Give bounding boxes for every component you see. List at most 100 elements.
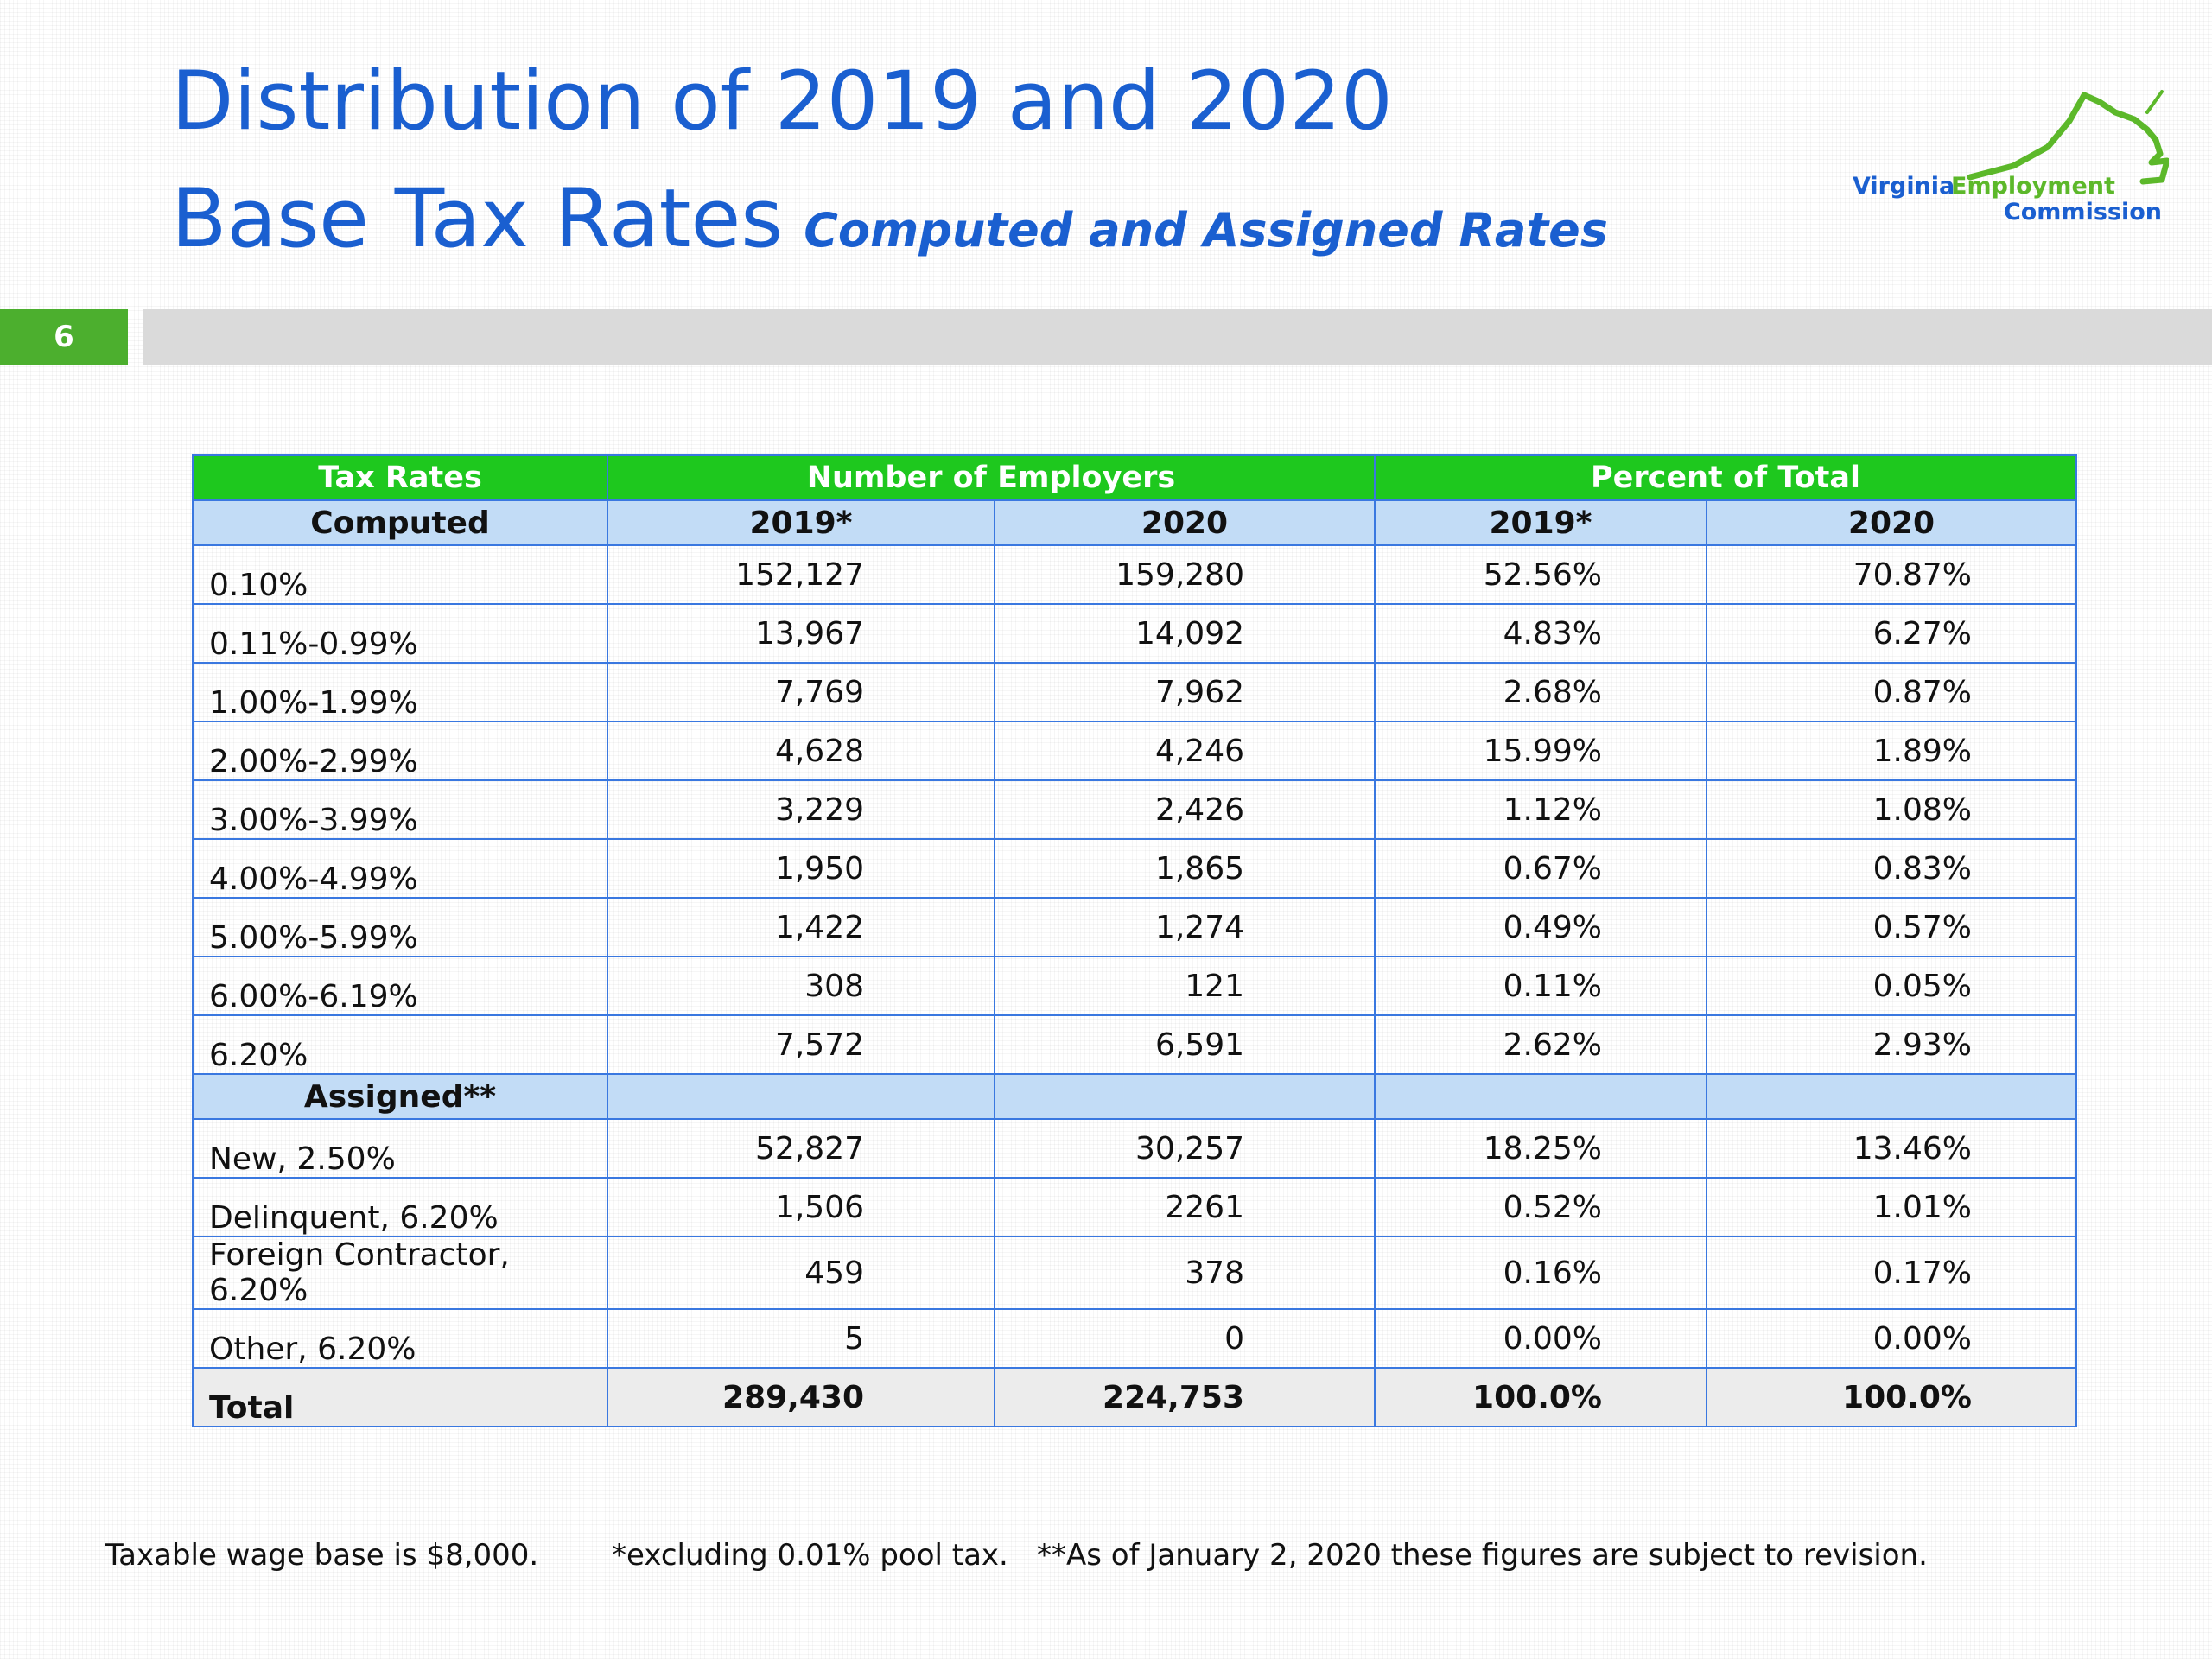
rate-label: 1.00%-1.99% <box>192 662 608 722</box>
title-line-2: Base Tax Rates <box>171 172 784 266</box>
header-number-of-employers: Number of Employers <box>607 454 1376 501</box>
percent-2019: 0.16% <box>1374 1236 1707 1310</box>
rate-label: New, 2.50% <box>192 1118 608 1179</box>
employers-2019: 13,967 <box>607 603 995 664</box>
subheader-employers-2019: 2019* <box>607 499 995 546</box>
employers-2019: 7,769 <box>607 662 995 722</box>
table-row: 3.00%-3.99% 3,229 2,426 1.12% 1.08% <box>192 779 2078 840</box>
subheader-percent-2019: 2019* <box>1374 499 1707 546</box>
employers-2020: 30,257 <box>994 1118 1376 1179</box>
subheader-computed: Computed <box>192 499 608 546</box>
percent-2020: 0.17% <box>1705 1236 2078 1310</box>
total-percent-2019: 100.0% <box>1374 1367 1707 1427</box>
percent-2020: 0.00% <box>1705 1308 2078 1369</box>
percent-2020: 0.57% <box>1705 897 2078 957</box>
employers-2019: 4,628 <box>607 721 995 781</box>
title-line-1: Distribution of 2019 and 2020 <box>171 54 1393 149</box>
logo-word-commission: Commission <box>2004 199 2162 226</box>
percent-2019: 18.25% <box>1374 1118 1707 1179</box>
employers-2019: 459 <box>607 1236 995 1310</box>
percent-2020: 1.89% <box>1705 721 2078 781</box>
employers-2020: 1,865 <box>994 838 1376 899</box>
footnote-as-of-date: **As of January 2, 2020 these figures ar… <box>1037 1538 1928 1573</box>
logo-word-employment: Employment <box>1951 173 2115 200</box>
employers-2019: 3,229 <box>607 779 995 840</box>
percent-2020: 2.93% <box>1705 1014 2078 1075</box>
table-row: Foreign Contractor, 6.20% 459 378 0.16% 0.17… <box>192 1236 2078 1310</box>
employers-2019: 7,572 <box>607 1014 995 1075</box>
percent-2020: 1.08% <box>1705 779 2078 840</box>
header-percent-of-total: Percent of Total <box>1373 454 2078 501</box>
employers-2019: 1,506 <box>607 1177 995 1237</box>
percent-2019: 1.12% <box>1374 779 1707 840</box>
rate-label: 3.00%-3.99% <box>192 779 608 840</box>
logo-word-virginia: Virginia <box>1853 173 1955 200</box>
employers-2020: 6,591 <box>994 1014 1376 1075</box>
header-tax-rates: Tax Rates <box>192 454 608 501</box>
employers-2020: 7,962 <box>994 662 1376 722</box>
computed-rows: 0.10% 152,127 159,280 52.56% 70.87% 0.11%-0.9… <box>192 544 2078 1075</box>
percent-2020: 70.87% <box>1705 544 2078 605</box>
table-row: Delinquent, 6.20% 1,506 2261 0.52% 1.01% <box>192 1177 2078 1237</box>
slide-title: Distribution of 2019 and 2020 Base Tax R… <box>171 43 1608 289</box>
percent-2019: 15.99% <box>1374 721 1707 781</box>
percent-2020: 13.46% <box>1705 1118 2078 1179</box>
rate-label: 5.00%-5.99% <box>192 897 608 957</box>
total-label: Total <box>192 1367 608 1427</box>
percent-2020: 0.83% <box>1705 838 2078 899</box>
percent-2019: 0.00% <box>1374 1308 1707 1369</box>
slide-number: 6 <box>0 309 128 365</box>
employers-2019: 1,950 <box>607 838 995 899</box>
table-row: 0.11%-0.99% 13,967 14,092 4.83% 6.27% <box>192 603 2078 664</box>
employers-2019: 1,422 <box>607 897 995 957</box>
virginia-state-outline-icon <box>1967 92 2169 185</box>
percent-2019: 0.49% <box>1374 897 1707 957</box>
employers-2020: 1,274 <box>994 897 1376 957</box>
subheader-percent-2020: 2020 <box>1705 499 2078 546</box>
percent-2019: 0.11% <box>1374 956 1707 1016</box>
total-row: Total 289,430 224,753 100.0% 100.0% <box>192 1367 2078 1427</box>
total-employers-2019: 289,430 <box>607 1367 995 1427</box>
table-row: New, 2.50% 52,827 30,257 18.25% 13.46% <box>192 1118 2078 1179</box>
tax-rate-table: Tax Rates Number of Employers Percent of… <box>192 454 2078 1427</box>
rate-label: 2.00%-2.99% <box>192 721 608 781</box>
employers-2020: 121 <box>994 956 1376 1016</box>
employers-2020: 378 <box>994 1236 1376 1310</box>
employers-2019: 52,827 <box>607 1118 995 1179</box>
rate-label: 4.00%-4.99% <box>192 838 608 899</box>
employers-2020: 0 <box>994 1308 1376 1369</box>
employers-2020: 2,426 <box>994 779 1376 840</box>
assigned-section-row: Assigned** <box>192 1073 2078 1120</box>
rate-label: Delinquent, 6.20% <box>192 1177 608 1237</box>
percent-2020: 6.27% <box>1705 603 2078 664</box>
table-subheader-row: Computed 2019* 2020 2019* 2020 <box>192 499 2078 546</box>
percent-2020: 1.01% <box>1705 1177 2078 1237</box>
percent-2019: 4.83% <box>1374 603 1707 664</box>
employers-2019: 308 <box>607 956 995 1016</box>
footnote-wage-base: Taxable wage base is $8,000. <box>105 1538 539 1573</box>
rate-label: Other, 6.20% <box>192 1308 608 1369</box>
table-row: 4.00%-4.99% 1,950 1,865 0.67% 0.83% <box>192 838 2078 899</box>
rate-label: 0.10% <box>192 544 608 605</box>
table-row: 6.00%-6.19% 308 121 0.11% 0.05% <box>192 956 2078 1016</box>
table-row: 1.00%-1.99% 7,769 7,962 2.68% 0.87% <box>192 662 2078 722</box>
employers-2020: 14,092 <box>994 603 1376 664</box>
assigned-section-label: Assigned** <box>192 1073 608 1120</box>
rate-label: 0.11%-0.99% <box>192 603 608 664</box>
table-row: 5.00%-5.99% 1,422 1,274 0.49% 0.57% <box>192 897 2078 957</box>
employers-2020: 2261 <box>994 1177 1376 1237</box>
rate-label: 6.20% <box>192 1014 608 1075</box>
table-row: 0.10% 152,127 159,280 52.56% 70.87% <box>192 544 2078 605</box>
employers-2019: 152,127 <box>607 544 995 605</box>
percent-2019: 0.52% <box>1374 1177 1707 1237</box>
table-row: 2.00%-2.99% 4,628 4,246 15.99% 1.89% <box>192 721 2078 781</box>
percent-2019: 0.67% <box>1374 838 1707 899</box>
table-header-row: Tax Rates Number of Employers Percent of… <box>192 454 2078 501</box>
rate-label: Foreign Contractor, 6.20% <box>192 1236 608 1310</box>
virginia-employment-commission-logo: Virginia Employment Commission <box>1853 90 2169 226</box>
total-percent-2020: 100.0% <box>1705 1367 2078 1427</box>
header-divider-bar <box>143 309 2212 365</box>
table-row: Other, 6.20% 5 0 0.00% 0.00% <box>192 1308 2078 1369</box>
footnote-excluding-pool-tax: *excluding 0.01% pool tax. <box>612 1538 1008 1573</box>
percent-2019: 52.56% <box>1374 544 1707 605</box>
